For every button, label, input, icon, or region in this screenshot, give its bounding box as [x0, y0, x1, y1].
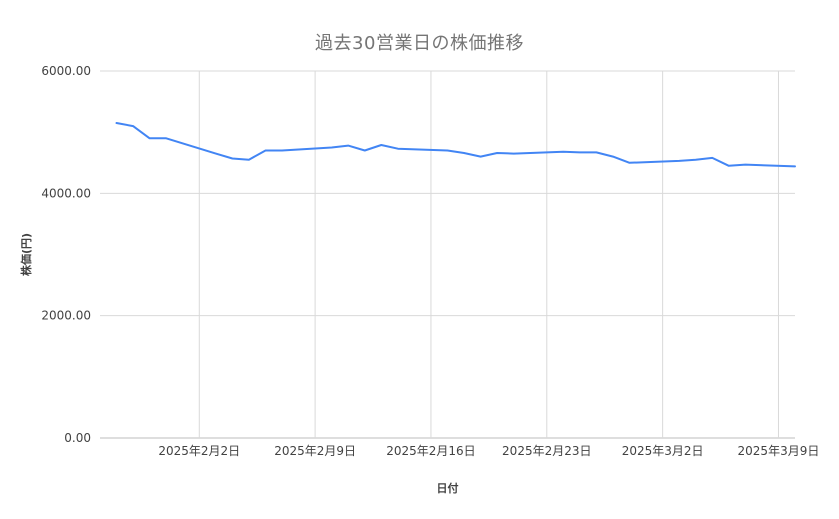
x-axis-tick-label: 2025年2月9日 [274, 444, 356, 458]
x-axis-tick-label: 2025年2月23日 [502, 444, 591, 458]
chart-title: 過去30営業日の株価推移 [315, 33, 524, 54]
y-axis-tick-label: 2000.00 [41, 309, 91, 323]
y-axis-tick-label: 4000.00 [41, 186, 91, 200]
stock-price-series-line [115, 122, 796, 168]
x-axis-tick-label: 2025年2月2日 [158, 444, 240, 458]
x-axis-tick-label: 2025年3月2日 [622, 444, 704, 458]
x-axis-title: 日付 [437, 481, 459, 495]
y-axis-tick-label: 0.00 [64, 431, 91, 445]
y-axis-tick-label: 6000.00 [41, 64, 91, 78]
x-axis-tick-label: 2025年3月9日 [738, 444, 820, 458]
y-axis-title: 株価(円) [19, 233, 33, 276]
x-axis-tick-label: 2025年2月16日 [386, 444, 475, 458]
